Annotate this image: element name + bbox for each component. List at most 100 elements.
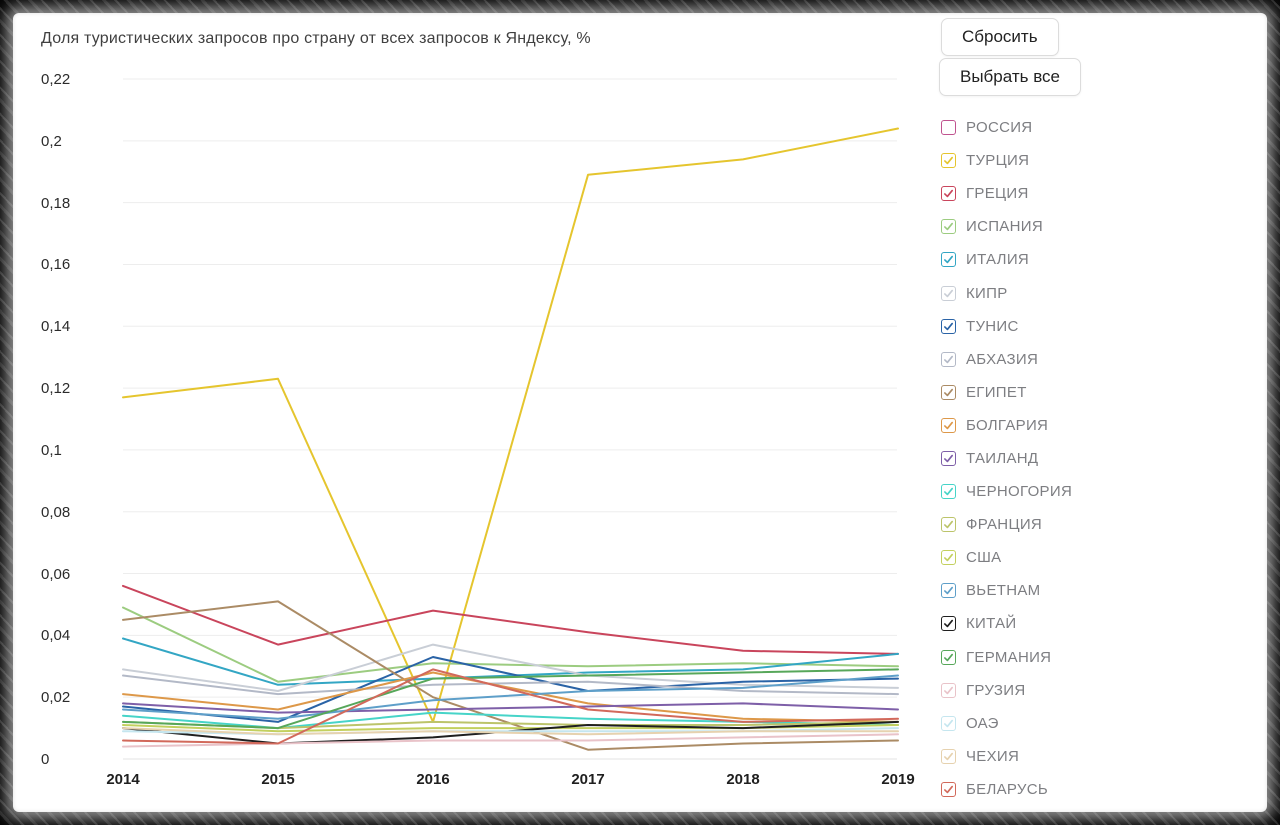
y-tick-label: 0,2 bbox=[41, 132, 62, 150]
checkbox[interactable] bbox=[941, 484, 956, 500]
checkbox[interactable] bbox=[941, 285, 956, 301]
series-line-ГЕРМАНИЯ bbox=[122, 668, 899, 730]
legend-label: ГЕРМАНИЯ bbox=[966, 648, 1052, 666]
checkbox[interactable] bbox=[941, 417, 956, 433]
legend-label: ИСПАНИЯ bbox=[966, 218, 1043, 236]
checkbox[interactable] bbox=[941, 583, 956, 599]
checkbox[interactable] bbox=[941, 219, 956, 235]
y-tick-label: 0,1 bbox=[41, 441, 62, 459]
legend-item-ВЬЕТНАМ[interactable]: ВЬЕТНАМ bbox=[941, 574, 1072, 607]
checkbox[interactable] bbox=[941, 715, 956, 731]
legend-item-КИТАЙ[interactable]: КИТАЙ bbox=[941, 607, 1072, 640]
y-tick-label: 0,22 bbox=[41, 71, 71, 88]
checkmark-icon bbox=[944, 520, 953, 529]
checkbox[interactable] bbox=[941, 517, 956, 533]
legend-label: ЕГИПЕТ bbox=[966, 383, 1027, 401]
y-tick-label: 0,06 bbox=[41, 565, 71, 583]
x-tick-label: 2019 bbox=[881, 771, 915, 788]
checkbox[interactable] bbox=[941, 682, 956, 698]
checkmark-icon bbox=[944, 719, 953, 727]
checkbox[interactable] bbox=[941, 318, 956, 334]
legend-item-АБХАЗИЯ[interactable]: АБХАЗИЯ bbox=[941, 343, 1072, 376]
checkbox[interactable] bbox=[941, 450, 956, 466]
legend-item-ГРЕЦИЯ[interactable]: ГРЕЦИЯ bbox=[941, 177, 1072, 210]
legend-label: ОАЭ bbox=[966, 714, 999, 732]
checkmark-icon bbox=[944, 289, 953, 297]
series-line-ЧЕХИЯ bbox=[122, 727, 899, 736]
checkbox[interactable] bbox=[941, 616, 956, 632]
legend-label: ТУРЦИЯ bbox=[966, 152, 1030, 170]
checkmark-icon bbox=[944, 686, 953, 694]
line-chart bbox=[122, 78, 899, 760]
legend-item-ЕГИПЕТ[interactable]: ЕГИПЕТ bbox=[941, 376, 1072, 409]
select-all-button[interactable]: Выбрать все bbox=[939, 58, 1081, 96]
checkmark-icon bbox=[944, 421, 953, 430]
checkbox[interactable] bbox=[941, 252, 956, 268]
checkbox[interactable] bbox=[941, 153, 956, 169]
y-tick-label: 0,18 bbox=[41, 194, 71, 212]
legend-item-БЕЛАРУСЬ[interactable]: БЕЛАРУСЬ bbox=[941, 773, 1072, 806]
legend-label: ГРУЗИЯ bbox=[966, 681, 1026, 699]
x-tick-label: 2014 bbox=[106, 771, 140, 788]
checkbox[interactable] bbox=[941, 120, 956, 136]
legend-label: ТУНИС bbox=[966, 317, 1019, 335]
legend-item-ЧЕХИЯ[interactable]: ЧЕХИЯ bbox=[941, 740, 1072, 773]
x-tick-label: 2015 bbox=[261, 771, 295, 788]
legend-item-ТУРЦИЯ[interactable]: ТУРЦИЯ bbox=[941, 144, 1072, 177]
legend-label: ЧЕХИЯ bbox=[966, 747, 1020, 765]
legend-item-ЧЕРНОГОРИЯ[interactable]: ЧЕРНОГОРИЯ bbox=[941, 475, 1072, 508]
checkmark-icon bbox=[944, 653, 953, 661]
checkbox[interactable] bbox=[941, 781, 956, 797]
y-tick-label: 0,12 bbox=[41, 380, 71, 398]
legend-item-БОЛГАРИЯ[interactable]: БОЛГАРИЯ bbox=[941, 409, 1072, 442]
checkmark-icon bbox=[944, 587, 953, 595]
legend-item-ИСПАНИЯ[interactable]: ИСПАНИЯ bbox=[941, 210, 1072, 243]
x-tick-label: 2016 bbox=[416, 771, 450, 788]
series-lines bbox=[122, 127, 899, 751]
legend-label: США bbox=[966, 549, 1002, 567]
series-line-ТУНИС bbox=[122, 656, 899, 723]
legend-item-ГЕРМАНИЯ[interactable]: ГЕРМАНИЯ bbox=[941, 641, 1072, 674]
legend-label: ИТАЛИЯ bbox=[966, 251, 1030, 269]
legend-item-ОАЭ[interactable]: ОАЭ bbox=[941, 707, 1072, 740]
checkbox[interactable] bbox=[941, 351, 956, 367]
legend-item-США[interactable]: США bbox=[941, 541, 1072, 574]
legend-item-ТУНИС[interactable]: ТУНИС bbox=[941, 310, 1072, 343]
legend-label: БОЛГАРИЯ bbox=[966, 416, 1049, 434]
y-tick-label: 0,04 bbox=[41, 627, 71, 645]
y-tick-label: 0,16 bbox=[41, 256, 71, 274]
checkbox[interactable] bbox=[941, 186, 956, 202]
y-tick-label: 0 bbox=[41, 751, 50, 768]
checkmark-icon bbox=[944, 223, 953, 231]
checkmark-icon bbox=[944, 454, 953, 463]
checkmark-icon bbox=[944, 554, 953, 562]
series-line-ТУРЦИЯ bbox=[122, 127, 899, 723]
legend-label: КИПР bbox=[966, 284, 1008, 302]
series-line-ЧЕРНОГОРИЯ bbox=[122, 711, 899, 730]
checkmark-icon bbox=[944, 620, 953, 628]
x-tick-label: 2018 bbox=[726, 771, 760, 788]
checkmark-icon bbox=[944, 487, 953, 496]
legend-label: АБХАЗИЯ bbox=[966, 350, 1039, 368]
series-line-БОЛГАРИЯ bbox=[122, 671, 899, 723]
reset-button[interactable]: Сбросить bbox=[941, 18, 1059, 56]
legend-item-ИТАЛИЯ[interactable]: ИТАЛИЯ bbox=[941, 243, 1072, 276]
legend-item-РОССИЯ[interactable]: РОССИЯ bbox=[941, 111, 1072, 144]
legend-item-КИПР[interactable]: КИПР bbox=[941, 276, 1072, 309]
series-line-ГРЕЦИЯ bbox=[122, 584, 899, 655]
checkbox[interactable] bbox=[941, 748, 956, 764]
dashboard-panel: Доля туристических запросов про страну о… bbox=[13, 13, 1267, 812]
checkmark-icon bbox=[944, 785, 953, 794]
series-line-ИСПАНИЯ bbox=[122, 606, 899, 683]
checkbox[interactable] bbox=[941, 550, 956, 566]
checkmark-icon bbox=[944, 355, 953, 363]
series-line-ИТАЛИЯ bbox=[122, 637, 899, 686]
x-tick-label: 2017 bbox=[571, 771, 605, 788]
legend-item-ГРУЗИЯ[interactable]: ГРУЗИЯ bbox=[941, 674, 1072, 707]
legend-label: БЕЛАРУСЬ bbox=[966, 780, 1048, 798]
checkbox[interactable] bbox=[941, 384, 956, 400]
checkbox[interactable] bbox=[941, 649, 956, 665]
legend-item-ФРАНЦИЯ[interactable]: ФРАНЦИЯ bbox=[941, 508, 1072, 541]
legend-item-ТАИЛАНД[interactable]: ТАИЛАНД bbox=[941, 442, 1072, 475]
